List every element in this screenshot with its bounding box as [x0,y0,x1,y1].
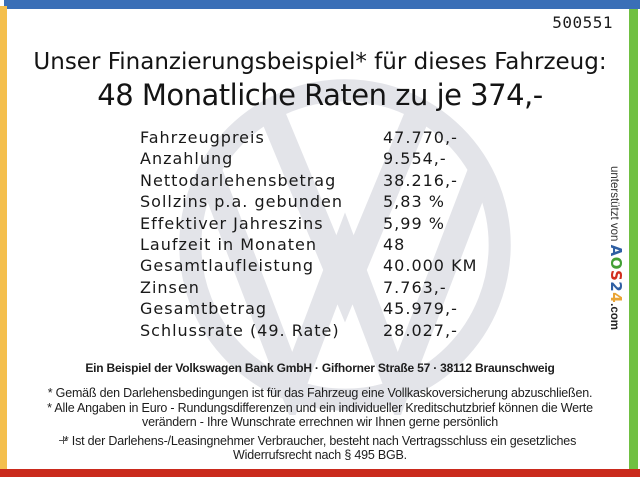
row-value: 47.770,- [383,128,458,147]
row-value: 28.027,- [383,320,458,340]
disclaimer-line: * Alle Angaben in Euro - Rundungsdiffere… [47,400,593,415]
row-label: Gesamtlaufleistung [140,256,315,276]
table-row: Nettodarlehensbetrag 38.216,- [140,170,477,191]
row-label: Laufzeit in Monaten [140,235,318,255]
frame-bar-right [629,9,638,469]
aos24-letter: A [607,244,625,257]
table-row: Zinsen 7.763,- [140,277,477,298]
frame-bar-left [0,6,7,469]
table-row: Laufzeit in Monaten 48 [140,234,477,255]
row-value: 7.763,- [383,277,447,297]
vw-logo-strokes [179,79,511,415]
row-value: 5,99 % [383,213,445,233]
table-row: Effektiver Jahreszins 5,99 % [140,213,477,234]
frame-bar-top [4,0,640,9]
table-row: Fahrzeugpreis 47.770,- [140,127,477,148]
bank-address-line: Ein Beispiel der Volkswagen Bank GmbH · … [85,361,555,375]
registration-cross-mark [59,436,67,444]
aos24-suffix: .com [608,303,620,331]
row-label: Sollzins p.a. gebunden [140,192,344,212]
supported-by-credit: unterstützt von AOS24.com [607,143,625,353]
table-row: Gesamtbetrag 45.979,- [140,298,477,319]
row-label: Zinsen [140,277,200,297]
row-value: 38.216,- [383,170,458,190]
disclaimer-line: * Ist der Darlehens-/Leasingnehmer Verbr… [63,433,577,448]
row-value: 40.000 KM [383,256,478,276]
disclaimer-line: * Gemäß den Darlehensbedingungen ist für… [47,386,593,400]
disclaimer-line: verändern - Ihre Wunschrate errechnen wi… [142,415,498,429]
aos24-letter: S [607,269,625,282]
table-row: Schlussrate (49. Rate) 28.027,- [140,320,477,341]
aos24-letter: O [607,256,625,270]
table-row: Sollzins p.a. gebunden 5,83 % [140,191,477,212]
row-label: Schlussrate (49. Rate) [140,320,340,340]
row-label: Nettodarlehensbetrag [140,170,337,190]
row-value: 48 [383,235,406,255]
row-label: Effektiver Jahreszins [140,213,324,233]
financing-table: Fahrzeugpreis 47.770,- Anzahlung 9.554,-… [140,127,477,341]
frame-bar-bottom [0,469,640,477]
vw-logo-watermark-icon [179,79,511,415]
page-title: Unser Finanzierungsbeispiel* für dieses … [33,49,607,75]
aos24-letter: 4 [607,292,625,304]
supported-by-label: unterstützt von [608,165,620,245]
table-row: Gesamtlaufleistung 40.000 KM [140,255,477,276]
row-value: 9.554,- [383,149,447,169]
disclaimer-block: * Gemäß den Darlehensbedingungen ist für… [0,386,640,463]
table-row: Anzahlung 9.554,- [140,148,477,169]
disclaimer-line: Widerrufsrecht nach § 495 BGB. [233,448,407,462]
row-label: Fahrzeugpreis [140,128,265,147]
row-label: Gesamtbetrag [140,299,268,319]
document-number: 500551 [552,13,613,32]
monthly-rate-headline: 48 Monatliche Raten zu je 374,- [97,78,543,112]
aos24-logo: AOS24 [607,245,625,304]
row-value: 5,83 % [383,192,445,212]
row-value: 45.979,- [383,299,458,319]
row-label: Anzahlung [140,149,234,169]
aos24-letter: 2 [607,281,625,293]
